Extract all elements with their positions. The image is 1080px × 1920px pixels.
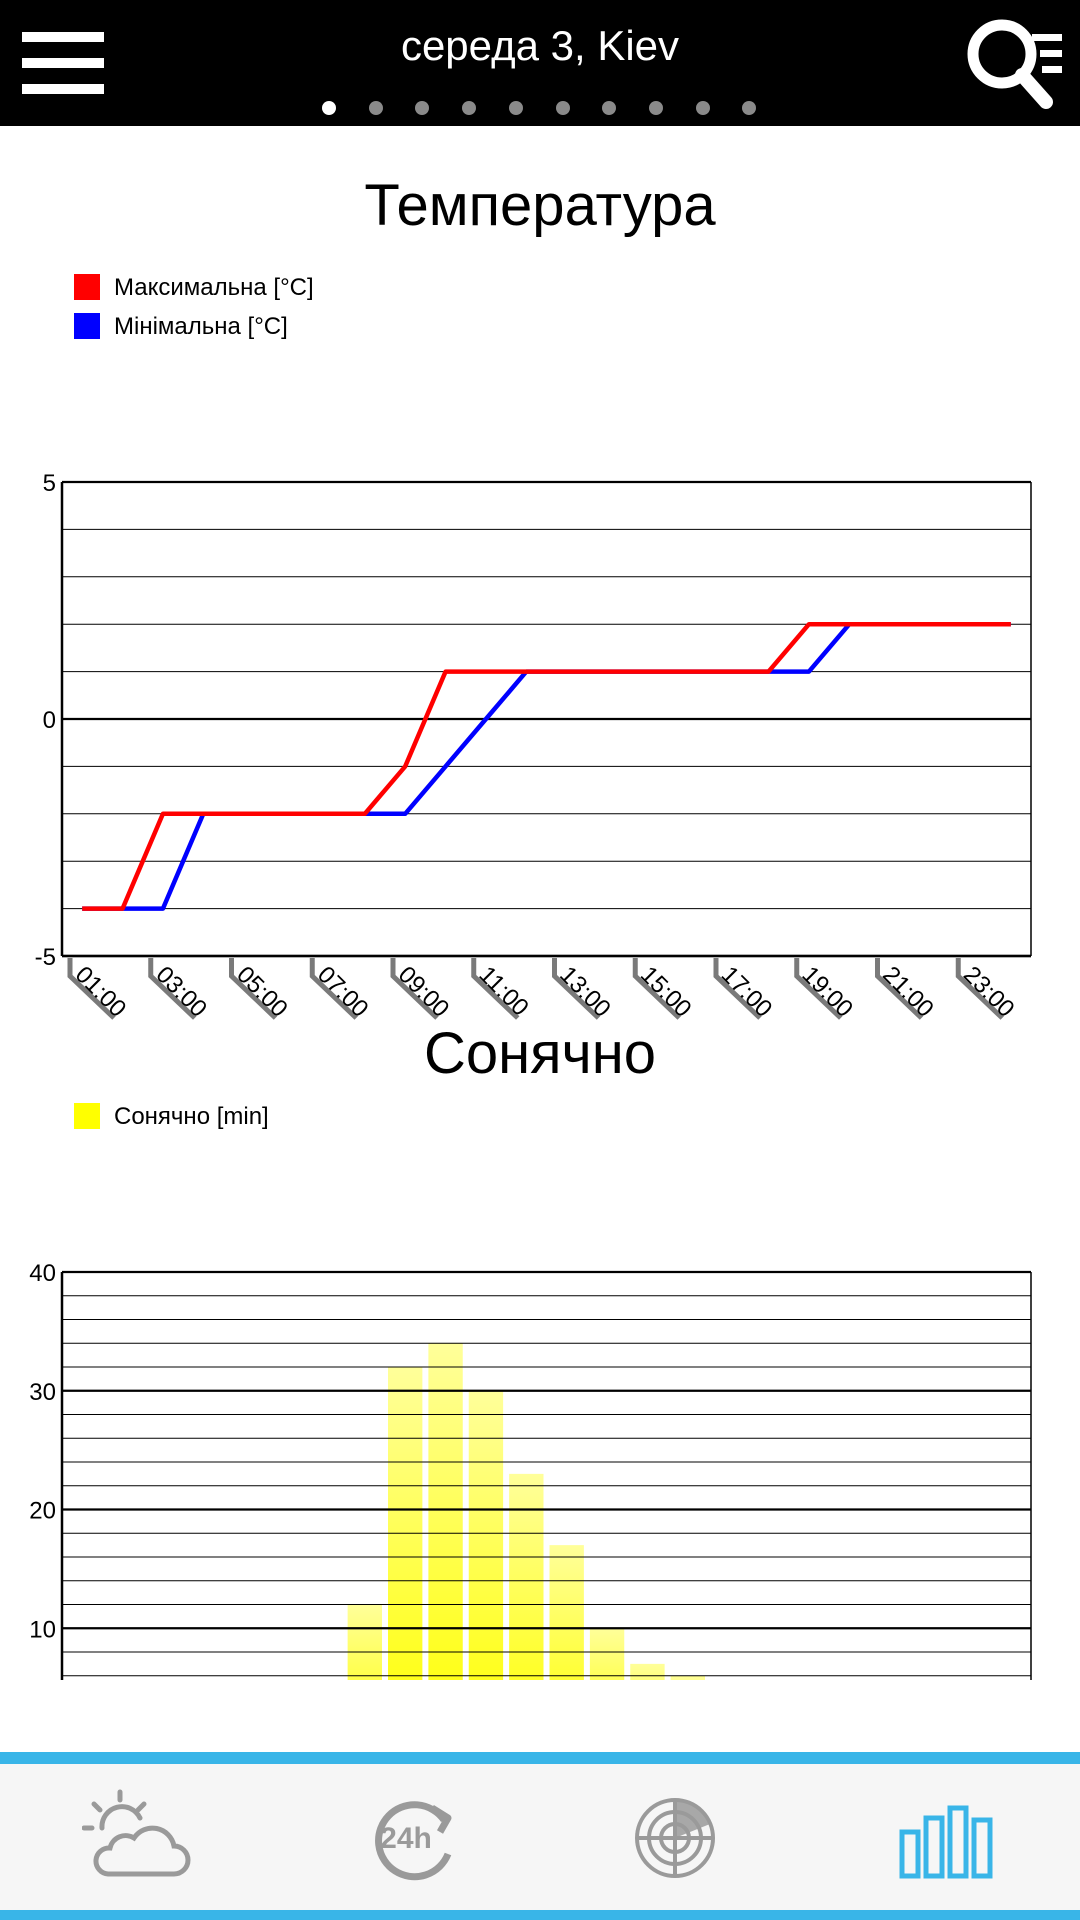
sunshine-bar	[428, 1343, 463, 1680]
x-tick-mark	[713, 958, 762, 1020]
x-tick-mark	[471, 958, 520, 1020]
sunshine-bar	[589, 1628, 625, 1680]
page-dot[interactable]	[322, 101, 336, 115]
x-tick-label: 17:00	[716, 961, 778, 1023]
x-tick-mark	[67, 958, 116, 1020]
radar-icon[interactable]	[620, 1788, 730, 1888]
sunshine-bar	[468, 1390, 504, 1680]
page-dot[interactable]	[462, 101, 477, 115]
temperature-chart: 5 0 -5 01:00 03:00 05:00 07:00 09:00 11:00 13:00 1…	[35, 470, 1032, 1023]
page-title: середа 3, Kiev	[400, 22, 680, 69]
hamburger-menu-icon[interactable]	[22, 32, 104, 94]
legend-label: Мінімальна [°C]	[114, 313, 288, 340]
bottom-nav-top-stripe	[0, 1752, 1080, 1764]
sunshine-chart: 40302010001:0003:0005:0007:0009:0011:001…	[29, 1260, 1032, 1680]
x-tick-label: 19:00	[797, 961, 859, 1023]
y-tick-label: 0	[43, 707, 56, 734]
x-tick-mark	[632, 958, 681, 1020]
page-dot[interactable]	[695, 101, 710, 115]
x-tick-label: 05:00	[231, 961, 293, 1023]
top-bar: середа 3, Kiev	[0, 0, 1080, 126]
svg-text:24h: 24h	[380, 1822, 432, 1855]
sunshine-bar	[549, 1545, 584, 1680]
x-tick-mark	[794, 958, 843, 1020]
x-tick-mark	[875, 958, 924, 1020]
x-tick-mark	[229, 958, 278, 1020]
page-dot[interactable]	[555, 101, 570, 115]
sunshine-bar	[388, 1367, 423, 1680]
y-tick-label: 30	[29, 1379, 56, 1406]
sunshine-bar	[509, 1473, 544, 1680]
y-tick-label: 5	[43, 470, 56, 497]
sunshine-bar	[670, 1675, 705, 1680]
series-line	[82, 621, 1011, 911]
search-list-icon[interactable]	[964, 16, 1068, 114]
page-dot[interactable]	[742, 101, 757, 115]
charts-area[interactable]: Температура Максимальна [°C] Мінімальна …	[0, 126, 1080, 1750]
sunshine-bar	[347, 1604, 382, 1680]
x-tick-label: 01:00	[70, 961, 132, 1023]
legend-swatch-yellow	[74, 1103, 100, 1129]
x-tick-label: 23:00	[958, 961, 1020, 1023]
x-tick-label: 21:00	[877, 961, 939, 1023]
page-dot[interactable]	[368, 101, 383, 115]
page-dot[interactable]	[415, 101, 430, 115]
x-tick-label: 11:00	[474, 961, 534, 1021]
bottom-navigation: 24h	[0, 1752, 1080, 1920]
x-tick-mark	[552, 958, 601, 1020]
legend-label: Сонячно [min]	[114, 1103, 269, 1130]
legend-swatch-red	[74, 274, 100, 300]
x-tick-mark	[955, 958, 1004, 1020]
page-dot[interactable]	[508, 101, 523, 115]
bottom-nav-bottom-stripe	[0, 1910, 1080, 1920]
sunshine-chart-title: Сонячно	[423, 1021, 657, 1086]
forecast-24h-icon[interactable]: 24h	[362, 1788, 472, 1888]
x-tick-label: 13:00	[554, 961, 616, 1023]
x-tick-mark	[148, 958, 197, 1020]
y-tick-label: -5	[35, 944, 56, 971]
y-tick-label: 10	[29, 1616, 56, 1643]
legend-label: Максимальна [°C]	[114, 274, 314, 301]
x-tick-label: 15:00	[635, 961, 697, 1023]
x-tick-mark	[309, 958, 358, 1020]
page-dot[interactable]	[602, 101, 617, 115]
x-tick-label: 09:00	[393, 961, 455, 1023]
legend-swatch-blue	[74, 313, 100, 339]
temperature-chart-title: Температура	[364, 173, 716, 238]
x-tick-label: 03:00	[151, 961, 213, 1023]
y-tick-label: 20	[29, 1498, 56, 1525]
charts-bars-icon[interactable]	[890, 1788, 1000, 1888]
x-tick-label: 07:00	[312, 961, 374, 1023]
weather-sun-cloud-icon[interactable]	[81, 1788, 192, 1888]
y-tick-label: 40	[29, 1260, 56, 1287]
sunshine-bar	[630, 1663, 665, 1680]
x-tick-mark	[390, 958, 439, 1020]
page-dot[interactable]	[648, 101, 663, 115]
